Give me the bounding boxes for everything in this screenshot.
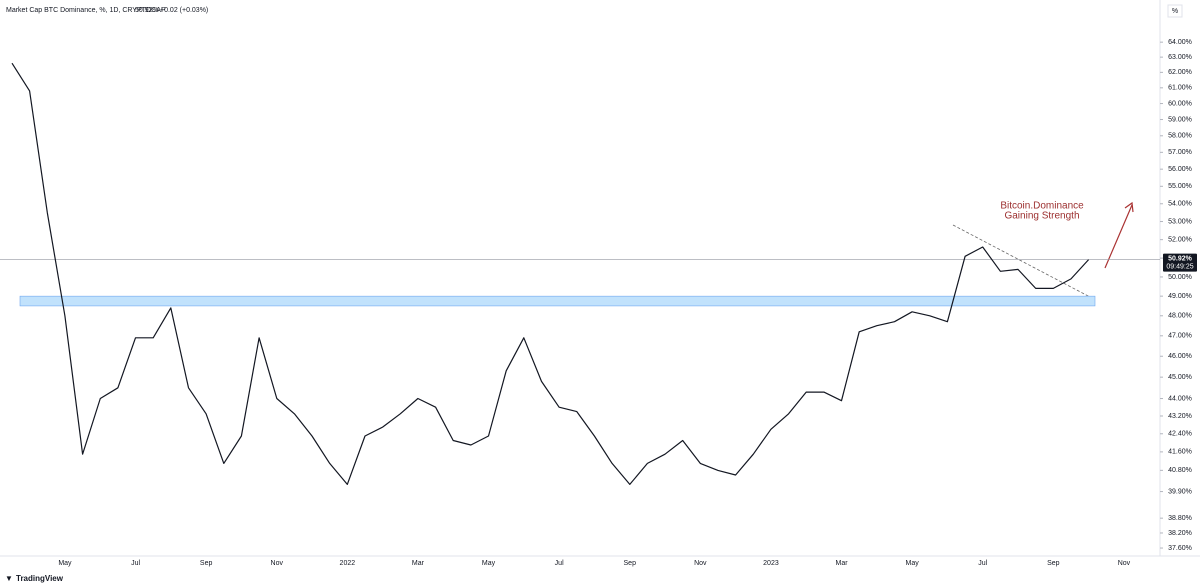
x-tick-label: Mar <box>836 560 849 567</box>
y-tick-label: 54.00% <box>1168 201 1192 208</box>
y-tick-label: 50.00% <box>1168 274 1192 281</box>
annotation-line: Gaining Strength <box>1004 211 1079 222</box>
x-tick-label: May <box>482 560 496 567</box>
price-line <box>11 62 1090 485</box>
y-tick-label: 48.00% <box>1168 313 1192 320</box>
y-tick-label: 63.00% <box>1168 54 1192 61</box>
header-price: 50.92% <box>135 7 159 14</box>
countdown: 09:49:25 <box>1166 263 1193 270</box>
y-tick-label: 41.60% <box>1168 449 1192 456</box>
y-tick-label: 44.00% <box>1168 395 1192 402</box>
y-tick-label: 38.80% <box>1168 515 1192 522</box>
x-tick-label: May <box>906 560 920 567</box>
y-tick-label: 43.20% <box>1168 413 1192 420</box>
x-tick-label: Jul <box>555 560 564 567</box>
y-tick-label: 42.40% <box>1168 431 1192 438</box>
x-tick-label: Sep <box>1047 560 1060 567</box>
y-tick-label: 46.00% <box>1168 353 1192 360</box>
y-tick-label: 59.00% <box>1168 116 1192 123</box>
x-tick-label: Nov <box>1118 560 1131 567</box>
brand-logo[interactable]: ▼ <box>5 574 13 583</box>
trendline <box>952 224 1091 298</box>
y-tick-label: 52.00% <box>1168 236 1192 243</box>
y-tick-label: 45.00% <box>1168 374 1192 381</box>
last-value-box <box>1163 253 1197 272</box>
x-tick-label: Sep <box>200 560 213 567</box>
y-tick-label: 55.00% <box>1168 183 1192 190</box>
y-tick-label: 49.00% <box>1168 293 1192 300</box>
x-tick-label: 2022 <box>340 560 356 567</box>
x-tick-label: Mar <box>412 560 425 567</box>
chart-title: Market Cap BTC Dominance, %, 1D, CRYPTOC… <box>6 7 166 14</box>
y-tick-label: 47.00% <box>1168 333 1192 340</box>
y-tick-label: 57.00% <box>1168 149 1192 156</box>
x-tick-label: Jul <box>131 560 140 567</box>
arrow-shaft <box>1104 204 1133 269</box>
support-zone <box>19 295 1096 307</box>
x-tick-label: Sep <box>624 560 637 567</box>
y-tick-label: 39.90% <box>1168 488 1192 495</box>
y-tick-label: 58.00% <box>1168 133 1192 140</box>
header-change: +0.02 (+0.03%) <box>160 7 208 14</box>
y-tick-label: 56.00% <box>1168 166 1192 173</box>
arrow-head <box>1124 201 1134 213</box>
y-tick-label: 38.20% <box>1168 530 1192 537</box>
x-tick-label: Nov <box>271 560 284 567</box>
y-tick-label: 40.80% <box>1168 467 1192 474</box>
y-tick-label: 37.60% <box>1168 545 1192 552</box>
last-value-label: 50.92% <box>1168 255 1193 262</box>
brand[interactable]: TradingView <box>16 574 64 583</box>
y-tick-label: 61.00% <box>1168 85 1192 92</box>
annotation-line: Bitcoin.Dominance <box>1000 201 1084 212</box>
y-tick-label: 60.00% <box>1168 100 1192 107</box>
unit-label[interactable]: % <box>1172 8 1178 15</box>
x-tick-label: May <box>58 560 72 567</box>
x-tick-label: Nov <box>694 560 707 567</box>
y-tick-label: 62.00% <box>1168 69 1192 76</box>
x-tick-label: Jul <box>978 560 987 567</box>
unit-box[interactable] <box>1167 4 1183 18</box>
y-tick-label: 64.00% <box>1168 39 1192 46</box>
y-tick-label: 53.00% <box>1168 218 1192 225</box>
x-tick-label: 2023 <box>763 560 779 567</box>
